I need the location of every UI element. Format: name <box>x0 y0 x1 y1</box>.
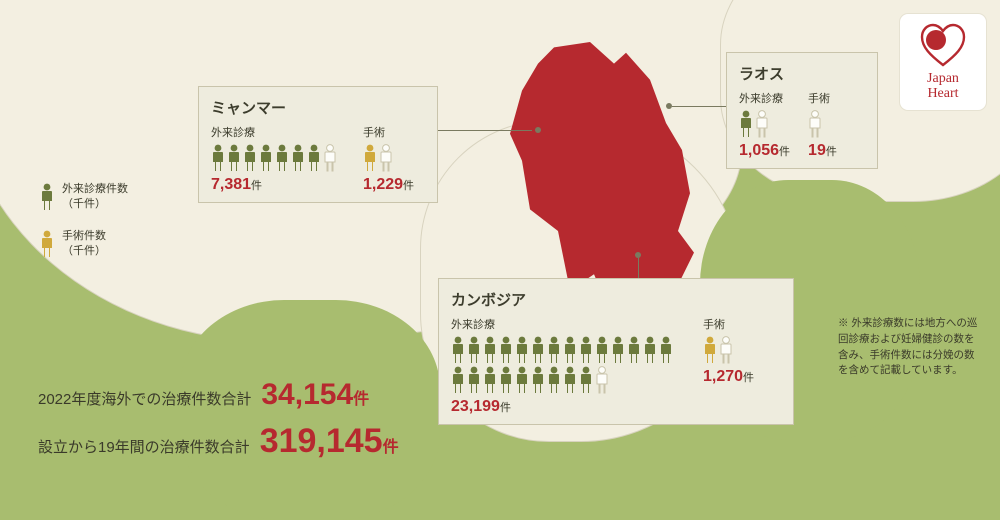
panel-myanmar: ミャンマー 外来診療 7,381件 手術 1,229件 <box>198 86 438 203</box>
leader-laos <box>672 106 728 107</box>
country-name: ラオス <box>739 63 865 84</box>
surgery-value: 1,229件 <box>363 176 414 194</box>
icons-outpatient <box>211 144 337 172</box>
outpatient-value: 7,381件 <box>211 176 337 194</box>
legend-outpatient: 外来診療件数 （千件） <box>62 182 128 213</box>
legend: 外来診療件数 （千件） 手術件数 （千件） <box>40 182 128 276</box>
leader-myanmar <box>432 130 532 131</box>
total-2022-label: 2022年度海外での治療件数合計 <box>38 388 251 409</box>
panel-cambodia: カンボジア 外来診療 23,199件 手術 1,270件 <box>438 278 794 425</box>
totals: 2022年度海外での治療件数合計 34,154件 設立から19年間の治療件数合計… <box>38 378 399 471</box>
person-icon <box>40 230 54 258</box>
person-icon <box>40 183 54 211</box>
country-name: カンボジア <box>451 289 781 310</box>
total-2022-value: 34,154件 <box>261 378 369 412</box>
outpatient-label: 外来診療 <box>211 124 337 140</box>
total-all-value: 319,145件 <box>260 422 399 461</box>
legend-surgery: 手術件数 （千件） <box>62 229 106 260</box>
panel-laos: ラオス 外来診療 1,056件 手術 19件 <box>726 52 878 169</box>
icons-surgery <box>363 144 414 172</box>
total-all-label: 設立から19年間の治療件数合計 <box>38 436 250 457</box>
logo: JapanHeart <box>900 14 986 110</box>
footnote: ※ 外来診療数には地方への巡回診療および妊婦健診の数を含み、手術件数には分娩の数… <box>838 316 980 379</box>
heart-icon <box>920 23 966 67</box>
surgery-label: 手術 <box>363 124 414 140</box>
country-name: ミャンマー <box>211 97 425 118</box>
